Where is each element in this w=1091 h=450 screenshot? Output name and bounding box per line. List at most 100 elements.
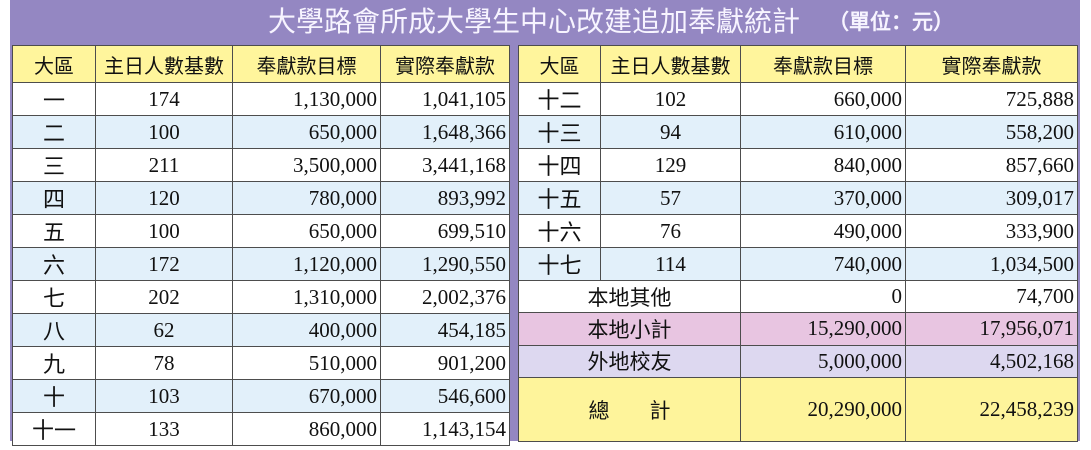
target-cell: 15,290,000	[740, 312, 906, 346]
target-cell: 0	[740, 279, 906, 314]
target-cell: 740,000	[740, 247, 906, 281]
attendance-cell: 78	[95, 346, 233, 380]
attendance-cell: 172	[95, 247, 233, 281]
overseas-alumni-row: 外地校友 5,000,000 4,502,168	[518, 344, 1078, 378]
table-row: 六 172 1,120,000 1,290,550	[12, 247, 510, 281]
actual-cell: 1,034,500	[905, 247, 1078, 281]
actual-cell: 1,143,154	[380, 412, 510, 446]
actual-cell: 454,185	[380, 313, 510, 347]
right-offering-table: 大區 主日人數基數 奉獻款目標 實際奉獻款 十二 102 660,000 725…	[518, 45, 1078, 443]
target-cell: 780,000	[232, 181, 381, 215]
header-actual: 實際奉獻款	[380, 45, 510, 83]
target-cell: 370,000	[740, 181, 906, 215]
grand-total-row: 總計 20,290,000 22,458,239	[518, 376, 1078, 443]
header-district: 大區	[12, 45, 96, 83]
table-row: 十一 133 860,000 1,143,154	[12, 412, 510, 446]
district-cell: 五	[12, 214, 96, 248]
local-subtotal-row: 本地小計 15,290,000 17,956,071	[518, 312, 1078, 346]
district-cell: 十二	[518, 82, 601, 116]
target-cell: 1,310,000	[232, 280, 381, 314]
table-row: 一 174 1,130,000 1,041,105	[12, 82, 510, 116]
table-row: 八 62 400,000 454,185	[12, 313, 510, 347]
district-cell: 十六	[518, 214, 601, 248]
district-cell: 十	[12, 379, 96, 413]
target-cell: 650,000	[232, 214, 381, 248]
attendance-cell: 133	[95, 412, 233, 446]
actual-cell: 699,510	[380, 214, 510, 248]
actual-cell: 901,200	[380, 346, 510, 380]
table-row: 十三 94 610,000 558,200	[518, 115, 1078, 149]
actual-cell: 4,502,168	[905, 344, 1078, 378]
actual-cell: 546,600	[380, 379, 510, 413]
attendance-cell: 100	[95, 115, 233, 149]
target-cell: 490,000	[740, 214, 906, 248]
district-cell: 二	[12, 115, 96, 149]
attendance-cell: 76	[600, 214, 741, 248]
actual-cell: 309,017	[905, 181, 1078, 215]
district-cell: 七	[12, 280, 96, 314]
actual-cell: 725,888	[905, 82, 1078, 116]
table-row: 十五 57 370,000 309,017	[518, 181, 1078, 215]
attendance-cell: 174	[95, 82, 233, 116]
actual-cell: 3,441,168	[380, 148, 510, 182]
target-cell: 860,000	[232, 412, 381, 446]
actual-cell: 1,041,105	[380, 82, 510, 116]
attendance-cell: 120	[95, 181, 233, 215]
grand-total-label: 總計	[518, 376, 741, 443]
target-cell: 20,290,000	[740, 376, 906, 443]
table-row: 二 100 650,000 1,648,366	[12, 115, 510, 149]
district-cell: 三	[12, 148, 96, 182]
header-attendance: 主日人數基數	[600, 45, 741, 83]
table-row: 九 78 510,000 901,200	[12, 346, 510, 380]
district-cell: 八	[12, 313, 96, 347]
district-cell: 九	[12, 346, 96, 380]
attendance-cell: 57	[600, 181, 741, 215]
local-other-label: 本地其他	[518, 279, 741, 314]
actual-cell: 893,992	[380, 181, 510, 215]
actual-cell: 1,290,550	[380, 247, 510, 281]
actual-cell: 17,956,071	[905, 312, 1078, 346]
attendance-cell: 62	[95, 313, 233, 347]
header-district: 大區	[518, 45, 601, 83]
attendance-cell: 211	[95, 148, 233, 182]
district-cell: 六	[12, 247, 96, 281]
target-cell: 510,000	[232, 346, 381, 380]
district-cell: 十七	[518, 247, 601, 281]
table-row: 五 100 650,000 699,510	[12, 214, 510, 248]
report-title: 大學路會所成大學生中心改建追加奉獻統計 （單位：元）	[268, 4, 954, 40]
header-row: 大區 主日人數基數 奉獻款目標 實際奉獻款	[12, 45, 510, 83]
attendance-cell: 94	[600, 115, 741, 149]
table-row: 三 211 3,500,000 3,441,168	[12, 148, 510, 182]
attendance-cell: 202	[95, 280, 233, 314]
district-cell: 十三	[518, 115, 601, 149]
title-text: 大學路會所成大學生中心改建追加奉獻統計	[268, 5, 801, 38]
local-other-row: 本地其他 0 74,700	[518, 279, 1078, 314]
attendance-cell: 129	[600, 148, 741, 182]
target-cell: 610,000	[740, 115, 906, 149]
target-cell: 5,000,000	[740, 344, 906, 378]
actual-cell: 857,660	[905, 148, 1078, 182]
unit-label: （單位：元）	[828, 9, 955, 34]
left-offering-table: 大區 主日人數基數 奉獻款目標 實際奉獻款 一 174 1,130,000 1,…	[12, 45, 510, 446]
table-row: 十四 129 840,000 857,660	[518, 148, 1078, 182]
overseas-alumni-label: 外地校友	[518, 344, 741, 378]
target-cell: 1,130,000	[232, 82, 381, 116]
actual-cell: 22,458,239	[905, 376, 1078, 443]
district-cell: 十四	[518, 148, 601, 182]
actual-cell: 333,900	[905, 214, 1078, 248]
actual-cell: 74,700	[905, 279, 1078, 314]
target-cell: 660,000	[740, 82, 906, 116]
table-row: 十七 114 740,000 1,034,500	[518, 247, 1078, 281]
table-row: 七 202 1,310,000 2,002,376	[12, 280, 510, 314]
header-target: 奉獻款目標	[232, 45, 381, 83]
target-cell: 840,000	[740, 148, 906, 182]
local-subtotal-label: 本地小計	[518, 312, 741, 346]
target-cell: 3,500,000	[232, 148, 381, 182]
header-row: 大區 主日人數基數 奉獻款目標 實際奉獻款	[518, 45, 1078, 83]
actual-cell: 558,200	[905, 115, 1078, 149]
header-attendance: 主日人數基數	[95, 45, 233, 83]
district-cell: 一	[12, 82, 96, 116]
district-cell: 十一	[12, 412, 96, 446]
attendance-cell: 102	[600, 82, 741, 116]
attendance-cell: 114	[600, 247, 741, 281]
